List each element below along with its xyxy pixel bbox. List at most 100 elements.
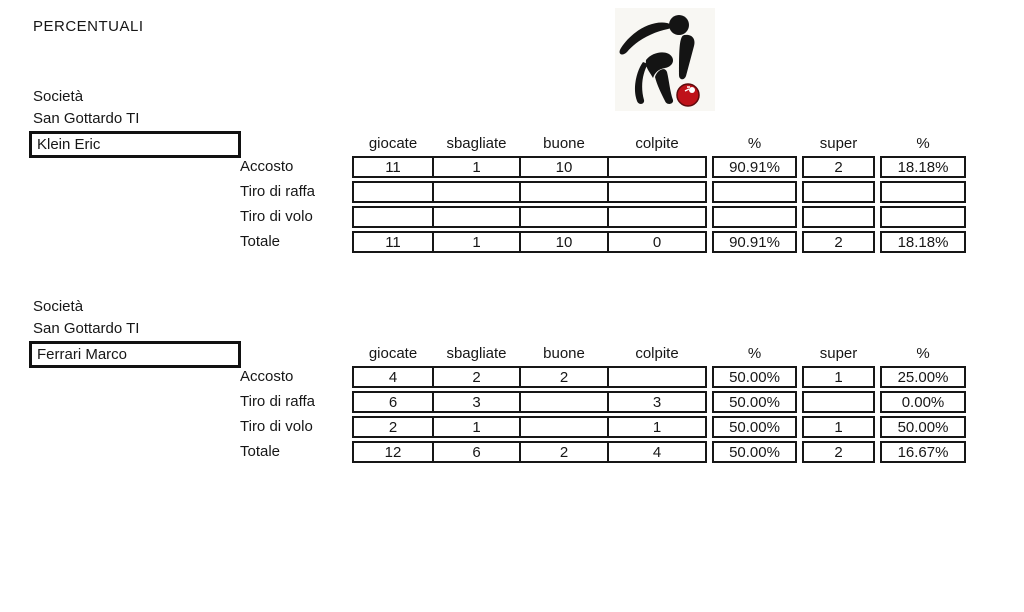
cell-percent-super: 16.67% (880, 441, 966, 463)
cell-colpite (607, 206, 707, 228)
cell-giocate: 11 (352, 156, 434, 178)
row-label-tiro-di-volo: Tiro di volo (240, 418, 313, 435)
cell-buone: 2 (519, 366, 609, 388)
table-header-row: giocate sbagliate buone colpite % super … (352, 342, 966, 362)
table-row (352, 206, 966, 228)
cell-percent-super (880, 206, 966, 228)
col-header-percent: % (712, 342, 797, 362)
table-row (352, 181, 966, 203)
player-name-field[interactable]: Klein Eric (29, 131, 241, 158)
cell-colpite: 3 (607, 391, 707, 413)
cell-colpite: 1 (607, 416, 707, 438)
cell-percent (712, 181, 797, 203)
cell-colpite: 4 (607, 441, 707, 463)
cell-buone: 10 (519, 231, 609, 253)
col-header-buone: buone (519, 342, 609, 362)
cell-sbagliate: 6 (432, 441, 521, 463)
cell-buone (519, 416, 609, 438)
table-row-total: 12 6 2 4 50.00% 2 16.67% (352, 441, 966, 463)
cell-giocate: 11 (352, 231, 434, 253)
cell-colpite (607, 366, 707, 388)
cell-percent-super: 25.00% (880, 366, 966, 388)
cell-super: 1 (802, 416, 875, 438)
cell-sbagliate: 2 (432, 366, 521, 388)
cell-buone (519, 181, 609, 203)
col-header-colpite: colpite (607, 132, 707, 152)
cell-percent-super: 18.18% (880, 156, 966, 178)
col-header-colpite: colpite (607, 342, 707, 362)
col-header-buone: buone (519, 132, 609, 152)
row-label-accosto: Accosto (240, 158, 294, 175)
cell-giocate: 6 (352, 391, 434, 413)
cell-percent-super: 50.00% (880, 416, 966, 438)
table-row: 11 1 10 90.91% 2 18.18% (352, 156, 966, 178)
cell-percent: 50.00% (712, 366, 797, 388)
cell-percent (712, 206, 797, 228)
row-label-tiro-di-raffa: Tiro di raffa (240, 393, 316, 410)
cell-super: 1 (802, 366, 875, 388)
cell-colpite: 0 (607, 231, 707, 253)
row-label-tiro-di-raffa: Tiro di raffa (240, 183, 316, 200)
cell-percent: 90.91% (712, 156, 797, 178)
row-label-totale: Totale (240, 233, 281, 250)
col-header-percent: % (712, 132, 797, 152)
cell-percent: 50.00% (712, 441, 797, 463)
col-header-percent-super: % (880, 132, 966, 152)
cell-sbagliate: 1 (432, 156, 521, 178)
col-header-percent-super: % (880, 342, 966, 362)
cell-buone (519, 206, 609, 228)
cell-super: 2 (802, 231, 875, 253)
col-header-giocate: giocate (352, 342, 434, 362)
col-header-giocate: giocate (352, 132, 434, 152)
cell-sbagliate: 3 (432, 391, 521, 413)
cell-sbagliate (432, 206, 521, 228)
cell-giocate: 4 (352, 366, 434, 388)
row-label-column: Accosto Tiro di raffa Tiro di volo Total… (240, 156, 315, 256)
table-row: 6 3 3 50.00% 0.00% (352, 391, 966, 413)
bocce-player-logo (615, 8, 715, 111)
cell-percent: 50.00% (712, 416, 797, 438)
row-label-totale: Totale (240, 443, 281, 460)
table-row-total: 11 1 10 0 90.91% 2 18.18% (352, 231, 966, 253)
cell-buone: 2 (519, 441, 609, 463)
stats-table: 4 2 2 50.00% 1 25.00% 6 3 3 50.00% 0.00%… (352, 366, 966, 466)
cell-percent: 50.00% (712, 391, 797, 413)
row-label-column: Accosto Tiro di raffa Tiro di volo Total… (240, 366, 315, 466)
cell-giocate (352, 206, 434, 228)
cell-sbagliate: 1 (432, 231, 521, 253)
col-header-sbagliate: sbagliate (432, 342, 521, 362)
cell-super: 2 (802, 441, 875, 463)
cell-sbagliate (432, 181, 521, 203)
cell-buone: 10 (519, 156, 609, 178)
cell-super (802, 206, 875, 228)
cell-super: 2 (802, 156, 875, 178)
cell-giocate (352, 181, 434, 203)
cell-percent-super: 18.18% (880, 231, 966, 253)
society-name: San Gottardo TI (33, 320, 140, 337)
col-header-super: super (802, 342, 875, 362)
cell-percent: 90.91% (712, 231, 797, 253)
cell-colpite (607, 181, 707, 203)
cell-sbagliate: 1 (432, 416, 521, 438)
bocce-player-icon (615, 8, 715, 111)
page-title: PERCENTUALI (33, 18, 144, 35)
cell-percent-super (880, 181, 966, 203)
cell-giocate: 2 (352, 416, 434, 438)
cell-super (802, 391, 875, 413)
col-header-sbagliate: sbagliate (432, 132, 521, 152)
cell-colpite (607, 156, 707, 178)
cell-percent-super: 0.00% (880, 391, 966, 413)
society-label: Società (33, 88, 84, 105)
stats-table: 11 1 10 90.91% 2 18.18% 11 (352, 156, 966, 256)
table-row: 4 2 2 50.00% 1 25.00% (352, 366, 966, 388)
table-row: 2 1 1 50.00% 1 50.00% (352, 416, 966, 438)
table-header-row: giocate sbagliate buone colpite % super … (352, 132, 966, 152)
cell-super (802, 181, 875, 203)
cell-buone (519, 391, 609, 413)
player-name-field[interactable]: Ferrari Marco (29, 341, 241, 368)
cell-giocate: 12 (352, 441, 434, 463)
col-header-super: super (802, 132, 875, 152)
society-name: San Gottardo TI (33, 110, 140, 127)
row-label-tiro-di-volo: Tiro di volo (240, 208, 313, 225)
